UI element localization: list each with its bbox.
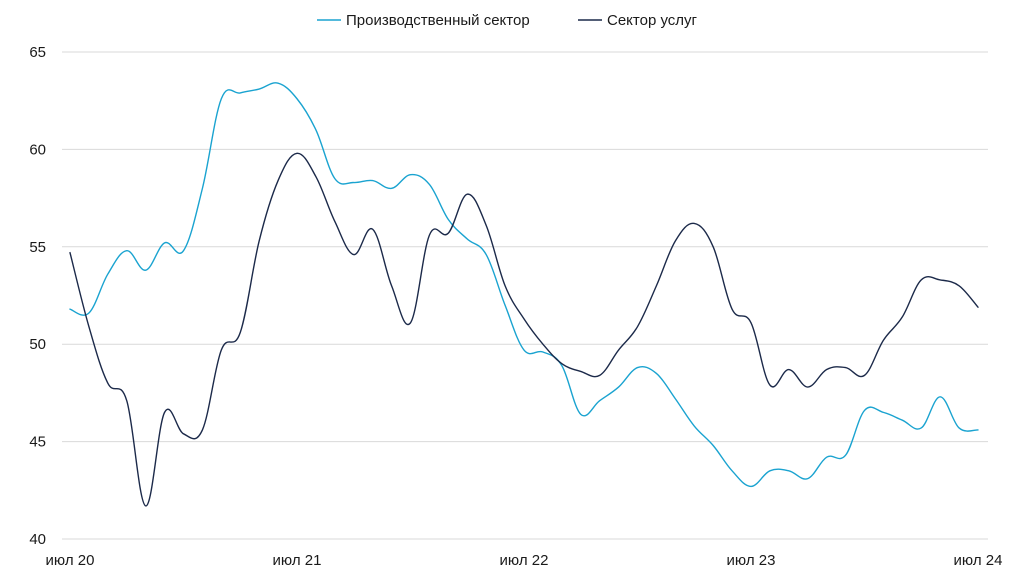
y-tick-label: 60	[29, 141, 46, 158]
legend-label: Производственный сектор	[346, 12, 530, 29]
series-line-manufacturing	[69, 82, 979, 488]
series-line-services	[69, 152, 979, 507]
x-tick-label: июл 21	[273, 552, 322, 569]
y-tick-label: 65	[29, 44, 46, 61]
y-tick-label: 40	[29, 531, 46, 548]
y-tick-label: 45	[29, 434, 46, 451]
x-axis-ticks: июл 20 июл 21 июл 22 июл 23 июл 24	[46, 552, 1003, 569]
gridlines	[62, 51, 988, 540]
legend-label: Сектор услуг	[607, 12, 698, 29]
x-tick-label: июл 23	[727, 552, 776, 569]
x-tick-label: июл 24	[954, 552, 1003, 569]
legend: Производственный сектор Сектор услуг	[317, 12, 698, 29]
y-tick-label: 50	[29, 336, 46, 353]
x-tick-label: июл 20	[46, 552, 95, 569]
series-lines	[69, 82, 979, 507]
y-axis-ticks: 40 45 50 55 60 65	[29, 44, 46, 548]
x-tick-label: июл 22	[500, 552, 549, 569]
y-tick-label: 55	[29, 239, 46, 256]
